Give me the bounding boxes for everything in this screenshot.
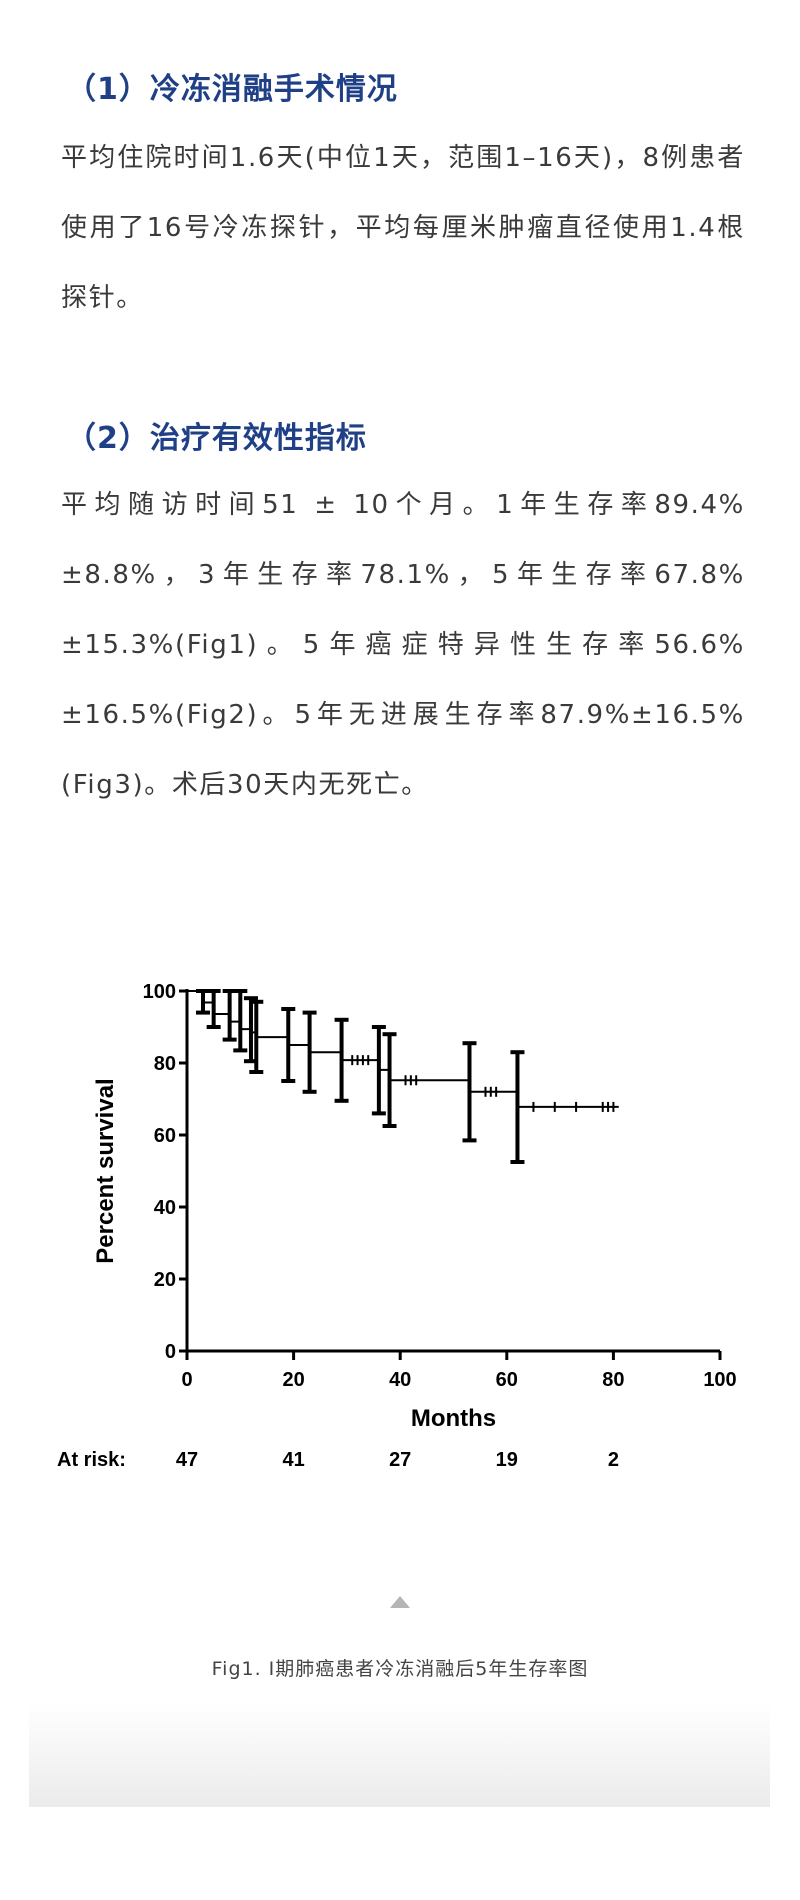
x-tick-label: 80 <box>602 1369 624 1391</box>
x-tick-label: 40 <box>389 1369 411 1391</box>
x-tick-label: 60 <box>496 1369 518 1391</box>
at-risk-count: 19 <box>496 1449 518 1471</box>
at-risk-count: 47 <box>176 1449 198 1471</box>
y-tick-label: 20 <box>154 1269 176 1291</box>
y-tick-label: 80 <box>154 1053 176 1075</box>
y-axis-label: Percent survival <box>92 1078 119 1263</box>
at-risk-count: 2 <box>608 1449 619 1471</box>
at-risk-label: At risk: <box>57 1449 126 1471</box>
bottom-shade <box>29 1702 770 1807</box>
triangle-up-icon <box>390 1596 410 1608</box>
at-risk-count: 27 <box>389 1449 411 1471</box>
section1-paragraph: 平均住院时间1.6天(中位1天，范围1–16天)，8例患者使用了16号冷冻探针，… <box>61 143 745 313</box>
section2-heading: （2）治疗有效性指标 <box>66 421 367 456</box>
x-axis-label: Months <box>411 1405 496 1432</box>
x-tick-label: 100 <box>703 1369 736 1391</box>
x-tick-label: 0 <box>181 1369 192 1391</box>
section1-heading: （1）冷冻消融手术情况 <box>66 72 398 107</box>
at-risk-count: 41 <box>282 1449 304 1471</box>
x-tick-label: 20 <box>282 1369 304 1391</box>
y-tick-label: 40 <box>154 1197 176 1219</box>
figure-caption: Fig1. I期肺癌患者冷冻消融后5年生存率图 <box>211 1658 589 1680</box>
survival-chart: 0 20 40 60 80 100 0 20 40 60 80 100 Months Percent su… <box>57 981 737 1471</box>
y-tick-label: 60 <box>154 1125 176 1147</box>
section2-paragraph: 平均随访时间51 ± 10个月。1年生存率89.4%±8.8%，3年生存率78.… <box>61 490 745 800</box>
y-tick-label: 0 <box>165 1341 176 1363</box>
y-tick-label: 100 <box>143 981 176 1003</box>
